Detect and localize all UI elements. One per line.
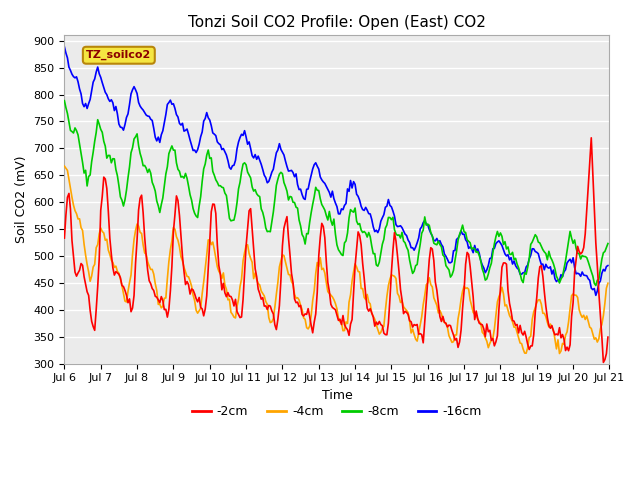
-8cm — [298, 232, 306, 238]
Line: -2cm: -2cm — [65, 138, 608, 362]
-4cm — [298, 307, 306, 312]
-16cm — [250, 155, 257, 161]
Y-axis label: Soil CO2 (mV): Soil CO2 (mV) — [15, 156, 28, 243]
-2cm — [241, 271, 248, 276]
-8cm — [592, 283, 600, 288]
-16cm — [574, 270, 582, 276]
-2cm — [604, 334, 612, 340]
-8cm — [127, 150, 135, 156]
-8cm — [223, 192, 230, 198]
-16cm — [241, 128, 248, 133]
Title: Tonzi Soil CO2 Profile: Open (East) CO2: Tonzi Soil CO2 Profile: Open (East) CO2 — [188, 15, 486, 30]
X-axis label: Time: Time — [321, 389, 352, 402]
-16cm — [298, 192, 306, 197]
-16cm — [592, 292, 600, 298]
Legend: -2cm, -4cm, -8cm, -16cm: -2cm, -4cm, -8cm, -16cm — [187, 400, 487, 423]
-2cm — [61, 235, 68, 241]
-4cm — [604, 280, 612, 286]
-2cm — [127, 309, 135, 314]
-8cm — [250, 188, 257, 194]
-4cm — [127, 272, 135, 278]
-8cm — [61, 98, 68, 104]
Line: -16cm: -16cm — [65, 47, 608, 295]
-4cm — [241, 250, 248, 255]
-2cm — [588, 135, 595, 141]
-4cm — [556, 350, 563, 356]
-2cm — [600, 360, 607, 365]
-2cm — [250, 244, 257, 250]
-2cm — [223, 294, 230, 300]
-8cm — [241, 160, 248, 166]
-16cm — [223, 152, 230, 158]
-4cm — [61, 163, 68, 169]
-2cm — [574, 243, 582, 249]
-16cm — [604, 263, 612, 268]
-2cm — [298, 312, 306, 317]
Line: -8cm: -8cm — [65, 101, 608, 286]
-4cm — [575, 307, 583, 312]
-8cm — [604, 240, 612, 246]
-16cm — [127, 91, 135, 97]
-16cm — [61, 44, 68, 50]
-8cm — [574, 251, 582, 256]
-4cm — [223, 287, 230, 292]
Line: -4cm: -4cm — [65, 166, 608, 353]
Text: TZ_soilco2: TZ_soilco2 — [86, 50, 152, 60]
-4cm — [250, 276, 257, 281]
